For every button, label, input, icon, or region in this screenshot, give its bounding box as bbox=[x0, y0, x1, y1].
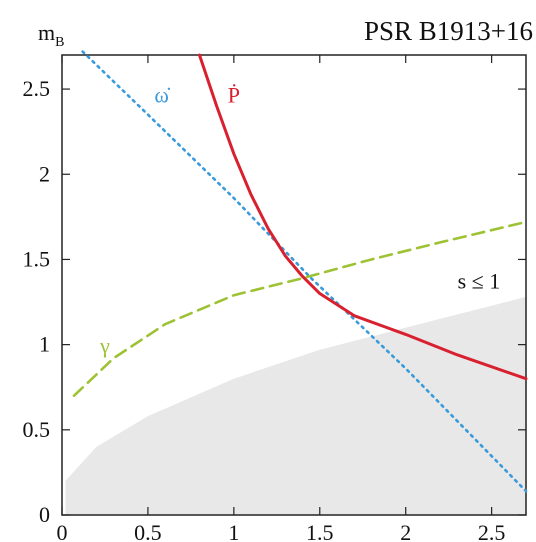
y-tick-label: 0.5 bbox=[23, 417, 51, 442]
p-dot-label: Ṗ bbox=[228, 83, 240, 108]
plot-frame bbox=[61, 54, 527, 516]
y-axis-label-main: m bbox=[38, 20, 55, 45]
x-tick-label: 1.5 bbox=[306, 520, 334, 542]
y-tick-label: 2 bbox=[39, 161, 50, 186]
omega-dot-label: ω̇ bbox=[154, 83, 170, 108]
y-axis-label: mB bbox=[38, 20, 64, 50]
x-tick-label: 0.5 bbox=[134, 520, 162, 542]
y-tick-label: 1.5 bbox=[23, 246, 51, 271]
gamma-label: γ bbox=[99, 333, 110, 358]
y-tick-label: 0 bbox=[39, 502, 50, 527]
s-le-1-label: s ≤ 1 bbox=[458, 268, 501, 293]
x-tick-label: 0 bbox=[57, 520, 68, 542]
x-tick-label: 2.5 bbox=[478, 520, 506, 542]
y-tick-label: 1 bbox=[39, 332, 50, 357]
p-dot-curve bbox=[197, 53, 528, 381]
gamma-curve bbox=[72, 220, 528, 398]
x-tick-label: 1 bbox=[228, 520, 239, 542]
y-axis-label-subscript: B bbox=[55, 35, 64, 50]
s-le-1-region bbox=[65, 296, 526, 515]
x-tick-label: 2 bbox=[400, 520, 411, 542]
y-tick-label: 2.5 bbox=[23, 76, 51, 101]
chart-title: PSR B1913+16 bbox=[364, 16, 533, 46]
plot-area: 0 0.5 1 1.5 2 2.5 0 0.5 1 1.5 2 2.5 ω̇ Ṗγ s ≤ 1 bbox=[23, 50, 528, 542]
